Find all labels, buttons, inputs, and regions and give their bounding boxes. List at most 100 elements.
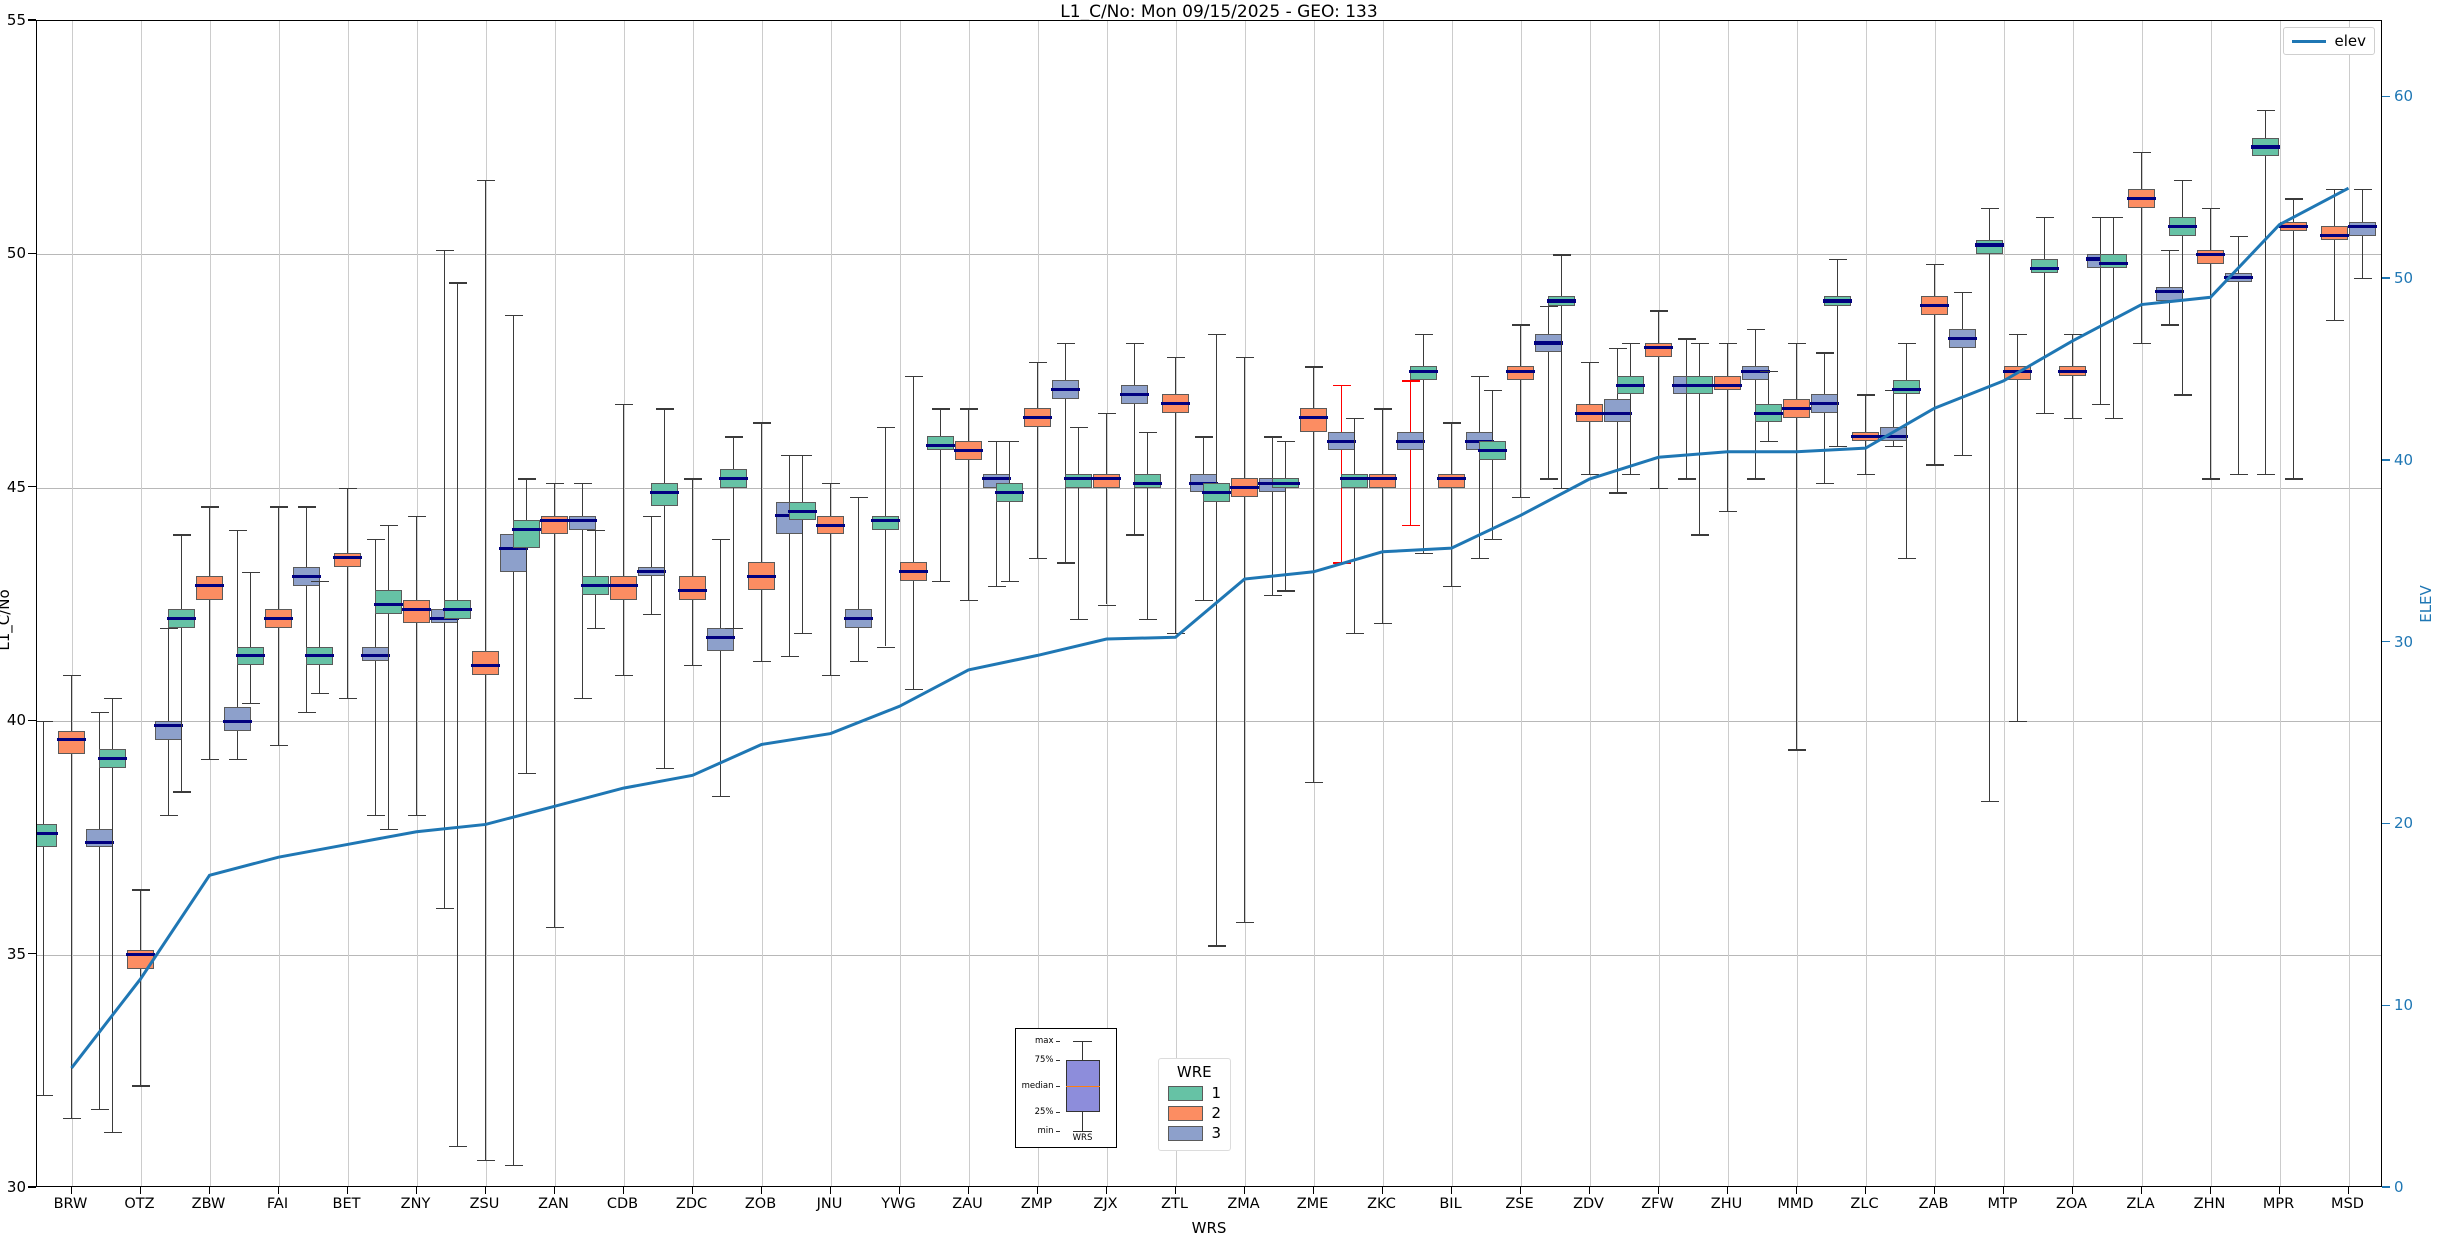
cap-max [959,408,978,410]
x-tick-label-ZAB: ZAB [1918,1196,1949,1212]
box[interactable] [196,576,223,600]
cap-min [131,1085,150,1087]
whisker-lower [387,613,390,829]
cap-max [476,179,495,181]
cap-min [269,744,288,746]
cap-max [172,534,191,536]
cap-max [1401,380,1420,382]
whisker-upper [2112,217,2115,255]
cap-min [1980,800,1999,802]
whisker-lower [1836,305,1839,446]
cap-min [1345,632,1364,634]
x-tick-label-ZMP: ZMP [1020,1196,1053,1212]
inset-tick-max: max [1034,1035,1054,1046]
median-line [1271,481,1300,485]
x-tick-label-ZAU: ZAU [952,1196,983,1212]
inset-x-label: WRS [1072,1133,1093,1143]
x-tick-mark [346,1187,348,1194]
cap-min [228,758,247,760]
y-tick-label-left: 55 [6,11,26,29]
legend-wre[interactable]: WRE 1 2 3 [1157,1058,1232,1151]
cap-min [1856,473,1875,476]
x-tick-label-BET: BET [332,1196,361,1212]
whisker-upper [732,436,735,470]
whisker-upper [42,721,45,824]
box[interactable] [86,828,113,848]
cap-max [614,403,633,406]
whisker-lower [553,534,556,927]
box[interactable] [1300,408,1327,432]
box[interactable] [707,627,734,652]
median-line [581,584,610,588]
x-tick-mark [967,1187,969,1194]
whisker-lower [70,753,73,1118]
y-tick-mark-right [2382,1186,2390,1188]
cap-min [1953,455,1972,457]
cap-max [2063,333,2082,336]
whisker-upper [318,581,321,647]
box[interactable] [58,730,85,754]
x-tick-label-MSD: MSD [2331,1196,2364,1212]
y-tick-label-right: 10 [2394,996,2414,1015]
cap-min [1000,581,1019,583]
median-line [1547,299,1576,303]
cap-max [1069,427,1088,429]
whisker-lower [1174,413,1177,633]
cap-max [904,375,923,378]
cap-max [1304,366,1323,368]
x-tick-mark [70,1187,72,1194]
legend-elev[interactable]: elev [2283,27,2375,55]
cap-max [2035,217,2054,219]
cap-min [2008,721,2027,723]
whisker-lower [1381,487,1384,624]
whisker-lower [346,567,349,698]
whisker-lower [1478,450,1481,558]
cap-min [1414,553,1433,555]
cap-max [1608,347,1627,350]
whisker-upper [208,506,211,577]
y-tick-label-left: 40 [6,711,26,730]
x-tick-mark [898,1187,900,1194]
whisker-lower [2140,207,2143,344]
x-tick-label-ZME: ZME [1296,1196,1329,1212]
whisker-upper [594,529,597,577]
median-line [1823,299,1852,303]
legend-wre-item-1[interactable]: 1 [1167,1084,1221,1102]
cap-max [338,487,357,490]
box[interactable] [513,520,540,549]
cap-max [2353,189,2372,191]
whisker-upper [1036,361,1039,409]
whisker-upper [857,497,860,610]
whisker-lower [1271,492,1274,596]
cap-min [1815,483,1834,485]
whisker-lower [857,627,860,661]
whisker-upper [277,506,280,610]
box[interactable] [403,599,430,624]
median-line [1437,476,1466,481]
whisker-upper [2099,217,2102,255]
median-line [98,756,127,761]
box[interactable] [37,823,57,848]
box[interactable] [610,576,637,600]
cap-max [1759,371,1778,373]
whisker-lower [884,529,887,647]
inset-cap-max [1072,1040,1092,1042]
inset-tick-mark [1055,1085,1060,1087]
x-tick-label-ZMA: ZMA [1227,1196,1260,1212]
box[interactable] [651,483,678,507]
legend-wre-item-3[interactable]: 3 [1167,1124,1221,1142]
y-tick-mark-left [28,486,36,488]
median-line [2155,290,2184,294]
legend-wre-item-2[interactable]: 2 [1167,1104,1221,1122]
whisker-upper [305,506,308,568]
cap-min [821,674,840,676]
x-tick-mark [1381,1187,1383,1194]
whisker-upper [1146,431,1149,474]
whisker-lower [1202,492,1205,600]
whisker-lower [1353,487,1356,633]
whisker-upper [1077,427,1080,474]
whisker-lower [622,599,625,675]
median-line [333,556,362,560]
cap-min [780,655,799,658]
median-line [899,570,928,574]
